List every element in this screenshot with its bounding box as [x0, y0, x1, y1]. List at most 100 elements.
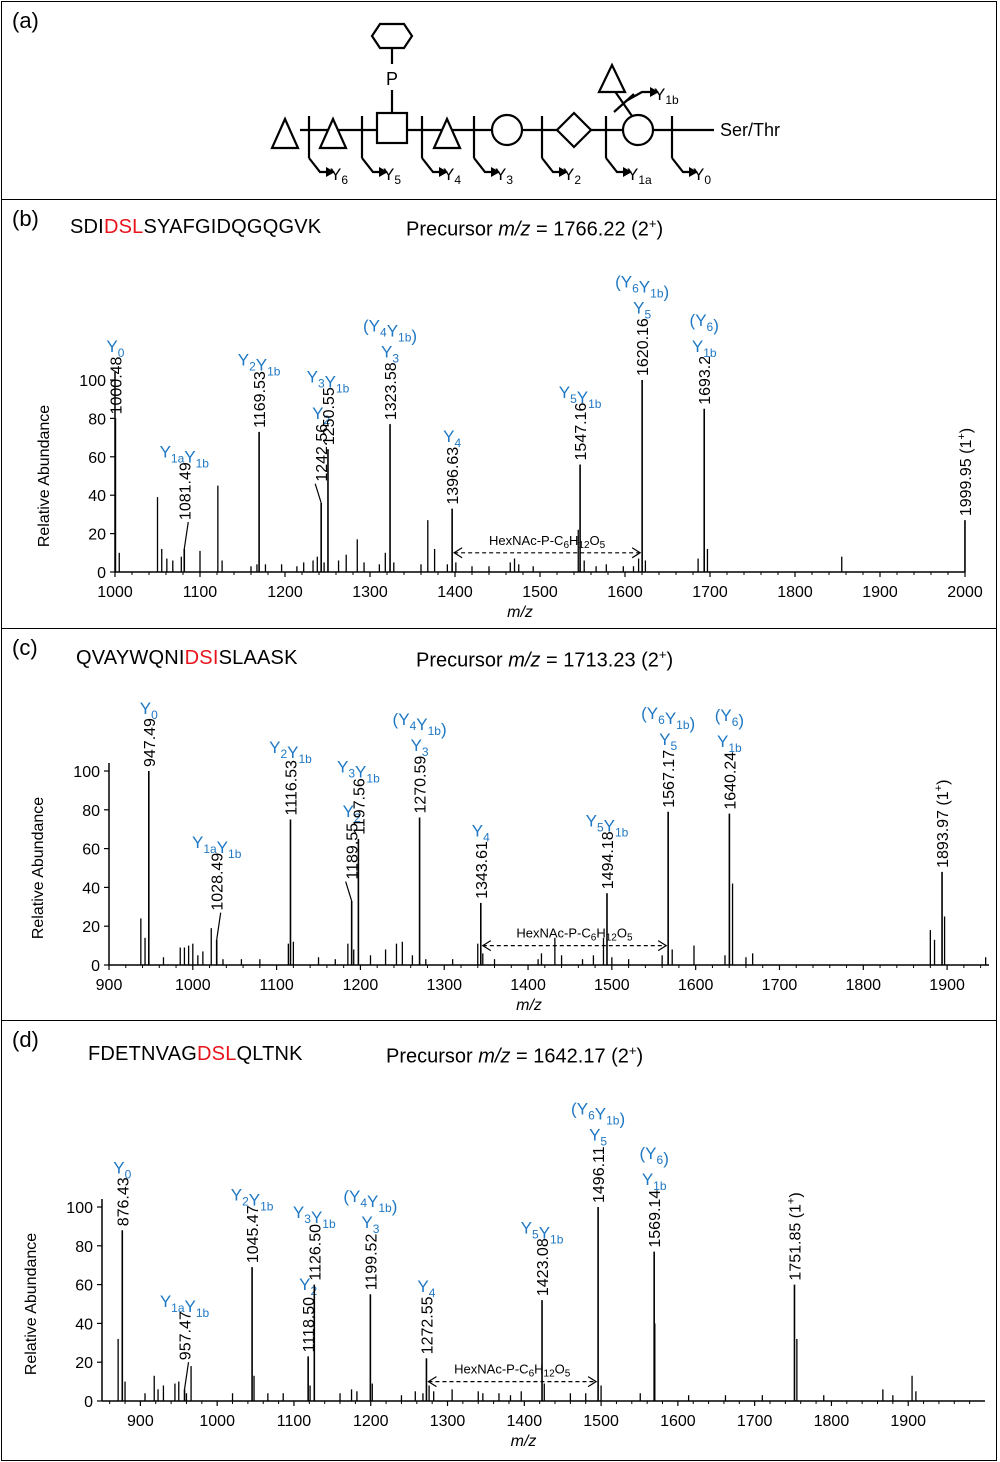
- peak-mz-label: 1999.95 (1+): [956, 428, 975, 516]
- ion-annotation: Y0: [140, 699, 158, 722]
- bracket-arrow-left: [481, 940, 492, 952]
- y-tick-label: 0: [91, 958, 100, 975]
- ion-annotation: Y1aY1b: [160, 443, 210, 471]
- peptide-sequence: SDIDSLSYAFGIDQGQGVK: [70, 216, 322, 238]
- ion-annotation: Y2Y1b: [269, 738, 312, 766]
- peak-mz-label: 1081.49: [177, 462, 194, 520]
- ion-annotation: Y5: [633, 299, 651, 322]
- neutral-loss-label: HexNAc-P-C6H12O5: [489, 533, 606, 551]
- x-tick-label: 1500: [594, 977, 630, 994]
- peak-mz-label: 1199.52: [363, 1234, 380, 1291]
- ion-annotation: (Y4Y1b): [343, 1187, 397, 1216]
- y-axis-label: Relative Abundance: [23, 1233, 40, 1375]
- panel-c: (c) QVAYWQNIDSISLAASK Precursor m/z = 17…: [1, 628, 997, 1021]
- peak-mz-label: 876.43: [115, 1177, 132, 1226]
- peak-mz-label: 1116.53: [283, 760, 300, 816]
- precursor-info: Precursor m/z = 1713.23 (2+): [416, 647, 674, 672]
- peak-mz-label: 1547.16: [573, 403, 590, 461]
- precursor-info: Precursor m/z = 1766.22 (2+): [406, 216, 664, 241]
- peak-mz-label: 1045.47: [245, 1205, 262, 1263]
- y-tick-label: 20: [82, 919, 100, 936]
- y-tick-label: 0: [97, 565, 106, 582]
- x-tick-label: 1500: [583, 1413, 619, 1430]
- x-tick-label: 1300: [430, 1413, 466, 1430]
- frag-y5: Y5: [383, 165, 401, 187]
- peak-mz-label: 1567.17: [661, 750, 678, 808]
- triangle-residue-1: [270, 116, 300, 150]
- y-tick-label: 100: [79, 373, 106, 390]
- leader-line: [183, 1362, 190, 1390]
- ion-annotation: Y3Y1b: [307, 368, 350, 396]
- bracket-arrow-left: [453, 547, 463, 559]
- triangle-residue-branch: [597, 62, 627, 94]
- leader-line: [345, 881, 353, 902]
- ion-annotation: (Y4Y1b): [363, 317, 417, 346]
- peak-mz-label: 1000.48: [108, 356, 125, 414]
- triangle-residue-2: [318, 116, 348, 150]
- y-tick-label: 60: [88, 450, 106, 467]
- ion-annotation: Y2Y1b: [231, 1186, 274, 1214]
- y-tick-label: 0: [84, 1394, 93, 1411]
- phosphate-label: P: [386, 69, 398, 89]
- x-tick-label: 900: [127, 1413, 154, 1430]
- ion-annotation: Y5Y1b: [521, 1219, 564, 1247]
- y-tick-label: 20: [75, 1355, 93, 1372]
- ion-annotation: Y1aY1b: [160, 1292, 210, 1320]
- ion-annotation: Y5Y1b: [559, 383, 602, 411]
- peak-mz-label: 1028.49: [210, 853, 227, 911]
- frag-y4: Y4: [443, 165, 461, 187]
- x-tick-label: 1900: [862, 584, 898, 601]
- y-tick-label: 40: [88, 488, 106, 505]
- ion-annotation: (Y6): [715, 706, 744, 730]
- bracket-arrow-right: [631, 547, 642, 559]
- x-tick-label: 1000: [97, 584, 133, 601]
- square-residue: [375, 111, 409, 145]
- x-tick-label: 1200: [353, 1413, 389, 1430]
- ion-annotation: (Y6Y1b): [615, 273, 669, 302]
- ion-annotation: Y3: [411, 736, 429, 759]
- frag-y0: Y0: [693, 165, 711, 187]
- y-tick-label: 80: [75, 1239, 93, 1256]
- ion-annotation: Y5: [659, 730, 677, 753]
- x-tick-label: 1300: [426, 977, 462, 994]
- peak-mz-label: 1189.55: [345, 823, 362, 880]
- ion-annotation: Y3: [381, 343, 399, 366]
- peak-mz-label: 1396.63: [445, 447, 462, 505]
- spectrum-chart: 900 1000 1100 1200 1300 1400 1500 1600 1700 1800 1…: [30, 699, 989, 1014]
- cleavage-arrowheads: [326, 87, 698, 177]
- x-tick-label: 1200: [343, 977, 379, 994]
- triangle-residue-3: [432, 116, 462, 150]
- spectrum-chart: 1000 1100 1200 1300 1400 1500 1600 1700 1800 1900…: [36, 273, 983, 622]
- panel-a-label: (a): [12, 8, 39, 33]
- diamond-residue: [555, 111, 593, 149]
- y-tick-label: 80: [82, 803, 100, 820]
- ion-annotation: Y1b: [642, 1170, 667, 1193]
- x-tick-label: 1900: [929, 977, 965, 994]
- y-tick-label: 60: [82, 842, 100, 859]
- peak-mz-label: 1343.61: [474, 841, 491, 899]
- peak-mz-label: 1693.2: [697, 356, 714, 405]
- ion-annotation: (Y6Y1b): [571, 1100, 625, 1129]
- ion-annotation: Y3Y1b: [337, 757, 380, 785]
- hexagon-residue: [370, 22, 414, 50]
- ion-annotation: Y4: [417, 1277, 435, 1300]
- neutral-loss-label: HexNAc-P-C6H12O5: [516, 926, 633, 944]
- leader-line: [314, 483, 322, 504]
- precursor-info: Precursor m/z = 1642.17 (2+): [386, 1043, 644, 1068]
- panel-d: (d) FDETNVAGDSLQLTNK Precursor m/z = 164…: [1, 1020, 997, 1461]
- ion-annotation: (Y6): [690, 311, 719, 335]
- peak-mz-label: 1620.16: [635, 318, 652, 376]
- leader-line: [183, 521, 189, 550]
- y-tick-label: 60: [75, 1278, 93, 1295]
- peak-mz-label: 947.49: [142, 718, 159, 767]
- cleavage-marks: [307, 90, 691, 174]
- ion-annotation: Y4: [443, 427, 461, 450]
- ion-annotation: (Y4Y1b): [393, 710, 447, 739]
- bracket-arrow-right: [657, 940, 668, 952]
- ion-annotation: Y5: [589, 1126, 607, 1149]
- ion-annotation: Y1aY1b: [192, 833, 242, 861]
- ion-annotation: Y2: [312, 404, 330, 427]
- leader-line: [216, 912, 222, 940]
- peak-mz-label: 1423.08: [535, 1238, 552, 1296]
- circle-residue-2: [621, 113, 655, 147]
